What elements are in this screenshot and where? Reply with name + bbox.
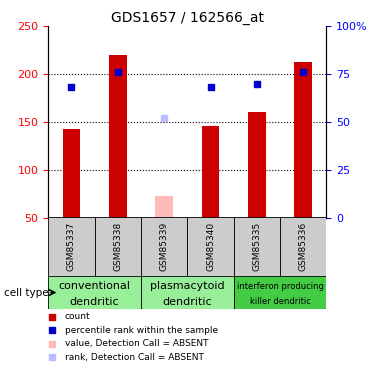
Bar xyxy=(234,217,280,276)
Bar xyxy=(95,217,141,276)
Bar xyxy=(141,217,187,276)
Bar xyxy=(155,195,173,217)
Bar xyxy=(187,217,234,276)
Bar xyxy=(48,217,95,276)
Text: value, Detection Call = ABSENT: value, Detection Call = ABSENT xyxy=(65,339,209,348)
Text: count: count xyxy=(65,312,91,321)
Text: plasmacytoid: plasmacytoid xyxy=(150,281,225,291)
Bar xyxy=(141,276,234,309)
Bar xyxy=(202,126,219,218)
Text: GSM85338: GSM85338 xyxy=(113,222,122,271)
Text: conventional: conventional xyxy=(59,281,131,291)
Text: interferon producing: interferon producing xyxy=(237,282,324,291)
Text: GSM85340: GSM85340 xyxy=(206,222,215,271)
Bar xyxy=(109,55,127,217)
Bar xyxy=(63,129,80,217)
Bar xyxy=(248,112,266,218)
Text: GSM85337: GSM85337 xyxy=(67,222,76,271)
Text: rank, Detection Call = ABSENT: rank, Detection Call = ABSENT xyxy=(65,353,204,362)
Text: killer dendritic: killer dendritic xyxy=(250,297,311,306)
Text: dendritic: dendritic xyxy=(70,297,119,307)
Bar xyxy=(295,62,312,217)
Text: GSM85335: GSM85335 xyxy=(252,222,262,271)
Text: dendritic: dendritic xyxy=(162,297,212,307)
Text: cell type: cell type xyxy=(4,288,48,297)
Title: GDS1657 / 162566_at: GDS1657 / 162566_at xyxy=(111,11,264,25)
Text: GSM85336: GSM85336 xyxy=(299,222,308,271)
Text: percentile rank within the sample: percentile rank within the sample xyxy=(65,326,218,335)
Bar xyxy=(234,276,326,309)
Text: GSM85339: GSM85339 xyxy=(160,222,169,271)
Bar xyxy=(48,276,141,309)
Bar xyxy=(280,217,326,276)
